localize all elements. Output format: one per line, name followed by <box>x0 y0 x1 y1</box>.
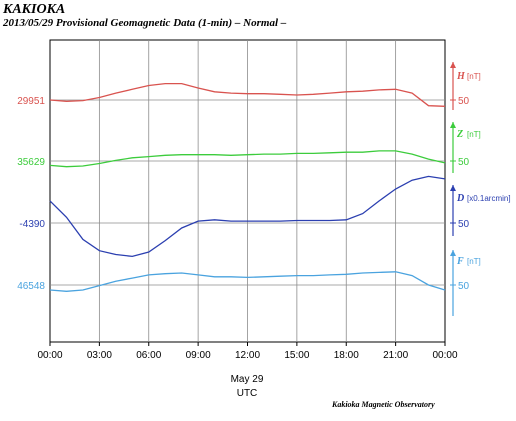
x-tick-label: 18:00 <box>334 350 359 361</box>
x-tick-label: 15:00 <box>284 350 309 361</box>
scale-label-d: 50 <box>458 219 470 230</box>
reference-value-d: -4390 <box>19 219 45 230</box>
scale-label-z: 50 <box>458 157 470 168</box>
x-tick-label: 09:00 <box>186 350 211 361</box>
scale-arrow-f <box>450 250 456 256</box>
x-tick-label: 21:00 <box>383 350 408 361</box>
reference-value-f: 46548 <box>17 281 45 292</box>
x-tick-label: 00:00 <box>37 350 62 361</box>
x-tick-label: 03:00 <box>87 350 112 361</box>
series-name-d: D <box>456 193 464 204</box>
scale-label-h: 50 <box>458 96 470 107</box>
series-line-h <box>49 82 446 107</box>
x-tick-label: 06:00 <box>136 350 161 361</box>
series-line-f <box>49 271 446 292</box>
reference-value-z: 35629 <box>17 157 45 168</box>
series-unit-d: [x0.1arcmin] <box>467 194 511 203</box>
scale-label-f: 50 <box>458 281 470 292</box>
scale-arrow-z <box>450 122 456 128</box>
series-unit-f: [nT] <box>467 257 481 266</box>
x-tick-label: 00:00 <box>432 350 457 361</box>
x-tick-label: 12:00 <box>235 350 260 361</box>
chart-subtitle: 2013/05/29 Provisional Geomagnetic Data … <box>3 17 287 29</box>
series-line-z <box>49 150 446 168</box>
series-unit-z: [nT] <box>467 130 481 139</box>
x-axis-label: UTC <box>237 388 258 399</box>
series-name-h: H <box>456 71 466 82</box>
scale-arrow-h <box>450 62 456 68</box>
date-label: May 29 <box>231 374 264 385</box>
series-unit-h: [nT] <box>467 72 481 81</box>
observatory-credit: Kakioka Magnetic Observatory <box>332 400 435 409</box>
series-line-d <box>49 175 446 258</box>
chart-title: KAKIOKA <box>3 2 66 17</box>
series-name-f: F <box>456 256 464 267</box>
series-name-z: Z <box>456 129 463 140</box>
scale-arrow-d <box>450 185 456 191</box>
reference-value-h: 29951 <box>17 96 45 107</box>
